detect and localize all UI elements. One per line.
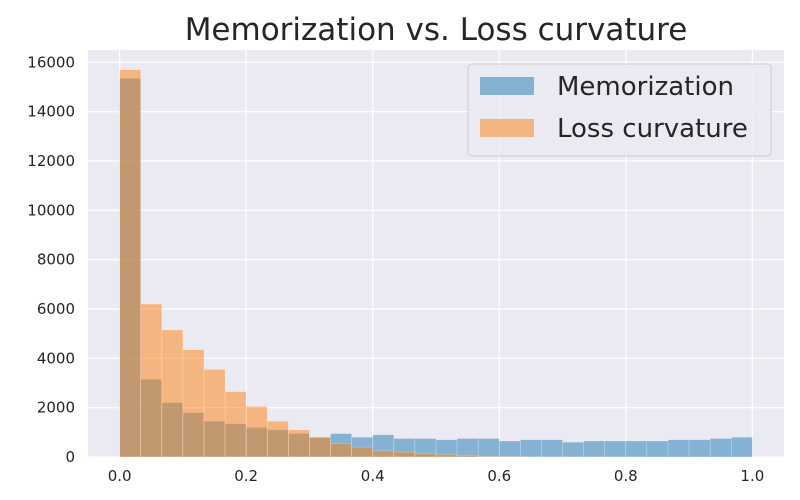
bar-memorization <box>562 441 584 458</box>
x-tick-label: 0.0 <box>108 467 132 485</box>
histogram-bars <box>119 69 753 458</box>
bar-memorization <box>604 440 627 458</box>
bar-memorization <box>520 439 542 458</box>
bar-memorization <box>583 440 606 458</box>
y-tick-label: 14000 <box>27 103 75 121</box>
x-tick-label: 0.8 <box>614 467 638 485</box>
bar-loss-curvature <box>414 452 437 458</box>
bar-memorization <box>646 440 669 458</box>
legend-frame <box>467 63 772 157</box>
x-tick-label: 0.2 <box>234 467 258 485</box>
bar-loss-curvature <box>330 443 352 458</box>
bar-loss-curvature <box>203 369 226 458</box>
x-tick-label: 1.0 <box>740 467 764 485</box>
bar-loss-curvature <box>266 420 289 458</box>
legend-label-loss-curvature: Loss curvature <box>557 114 748 144</box>
bar-memorization <box>688 439 711 458</box>
legend-swatch-memorization <box>480 77 534 95</box>
bar-loss-curvature <box>224 391 247 458</box>
bar-memorization <box>667 439 690 458</box>
x-tick-label: 0.6 <box>487 467 511 485</box>
bar-loss-curvature <box>372 450 395 458</box>
legend: Memorization Loss curvature <box>467 63 772 157</box>
legend-swatch-loss-curvature <box>480 119 534 137</box>
y-tick-label: 16000 <box>27 53 75 71</box>
y-axis-ticks: 0 2000 4000 6000 8000 10000 12000 14000 16000 <box>27 53 75 466</box>
bar-loss-curvature <box>309 436 331 458</box>
legend-label-memorization: Memorization <box>557 72 734 102</box>
chart-title: Memorization vs. Loss curvature <box>185 12 688 48</box>
bar-loss-curvature <box>435 454 458 458</box>
bar-loss-curvature <box>245 406 268 458</box>
bar-memorization <box>498 440 521 458</box>
bar-memorization <box>709 438 732 458</box>
x-tick-label: 0.4 <box>361 467 385 485</box>
bar-loss-curvature <box>351 446 374 458</box>
bar-loss-curvature <box>140 303 163 458</box>
y-tick-label: 10000 <box>27 201 75 219</box>
bar-memorization <box>541 439 563 458</box>
y-tick-label: 6000 <box>37 300 75 318</box>
bar-memorization <box>456 438 479 458</box>
bar-loss-curvature <box>477 455 500 458</box>
y-tick-label: 4000 <box>37 349 75 367</box>
bar-loss-curvature <box>393 451 416 458</box>
y-tick-label: 8000 <box>37 251 75 269</box>
bar-loss-curvature <box>161 329 184 458</box>
y-tick-label: 12000 <box>27 152 75 170</box>
bar-loss-curvature <box>456 455 479 458</box>
bar-loss-curvature <box>288 429 310 458</box>
x-axis-ticks: 0.0 0.2 0.4 0.6 0.8 1.0 <box>108 467 765 485</box>
bar-memorization <box>477 438 500 458</box>
bar-memorization <box>730 436 753 458</box>
y-tick-label: 2000 <box>37 399 75 417</box>
bar-loss-curvature <box>182 349 205 458</box>
bar-memorization <box>625 440 648 458</box>
bar-loss-curvature <box>119 69 142 458</box>
y-tick-label: 0 <box>65 448 75 466</box>
